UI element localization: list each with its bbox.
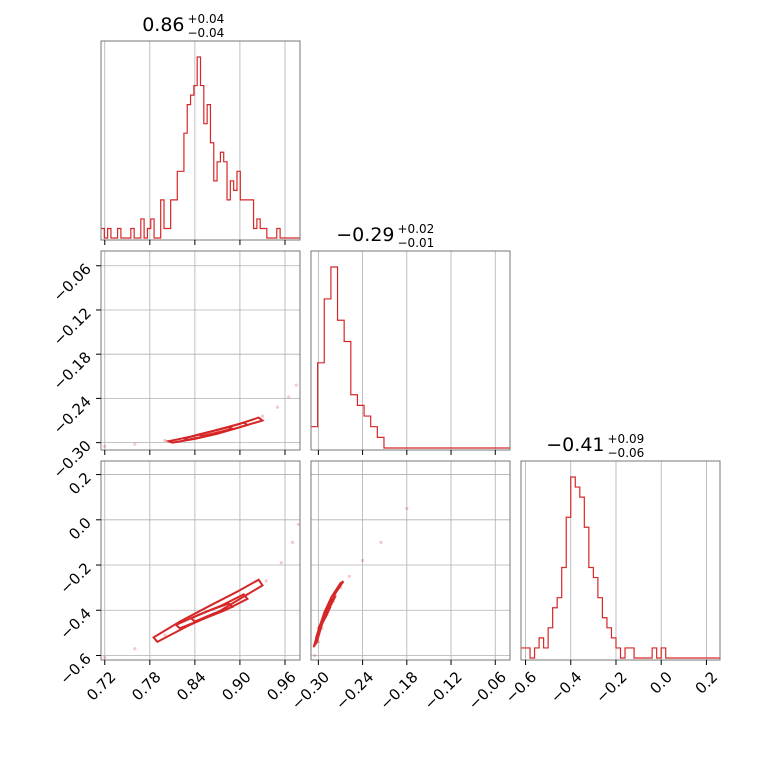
title-value: −0.41 [546,434,604,456]
scatter-point [133,442,137,446]
scatter-point [103,656,107,660]
grid-vertical [104,461,286,660]
x-tick-label: −0.24 [332,668,377,713]
scatter-point [287,395,291,399]
scatter-point [279,561,283,565]
grid-vertical [525,461,707,660]
scatter-point [347,574,351,578]
x-tick-label: 0.90 [218,668,254,704]
contour-line [317,606,332,630]
grid-vertical [317,461,496,660]
x-tick-label: 0.84 [173,668,209,704]
scatter-panel-1 [100,460,301,661]
y-tick-label: −0.12 [50,304,95,349]
scatter-points [313,506,409,658]
grid-horizontal [101,474,300,656]
title-value: −0.29 [336,224,394,246]
scatter-point [163,438,167,443]
x-tick-label: 0.72 [83,668,119,704]
x-axis-ticks [104,450,286,455]
y-axis-ticks: −0.30−0.24−0.18−0.12−0.06 [50,260,101,482]
density-contours [152,578,264,643]
scatter-point [260,414,265,418]
grid-vertical [104,41,286,240]
x-tick-label: 0.78 [128,668,164,704]
histogram-series [521,476,720,659]
scatter-point [405,506,409,511]
histogram-series [101,56,300,239]
scatter-point [163,633,167,637]
scatter-panel-0 [100,250,301,451]
y-tick-label: −0.6 [56,650,94,688]
x-tick-label: 0.2 [692,668,722,698]
grid-horizontal [101,265,300,444]
x-axis-ticks: −0.30−0.24−0.18−0.12−0.06 [288,660,510,713]
title-upper-error: +0.09 [608,432,645,446]
scatter-point [313,653,317,658]
x-tick-label: −0.12 [421,668,466,713]
scatter-point [264,579,268,583]
y-tick-label: 0.0 [65,514,95,544]
grid-horizontal [311,474,510,656]
histogram-series [311,266,510,449]
diagonal-title: 0.86 +0.04−0.04 [142,12,224,40]
x-axis-ticks [104,240,286,245]
y-axis-ticks: −0.6−0.4−0.20.00.2 [56,469,101,688]
scatter-point [296,522,301,526]
x-tick-label: −0.2 [592,668,630,706]
diagonal-title: −0.41 +0.09−0.06 [546,432,644,460]
contour-line [189,602,235,623]
x-axis-ticks: 0.72 0.78 0.84 0.90 0.96 [83,660,300,704]
y-tick-label: −0.4 [56,604,94,642]
histogram-panel-0 [100,40,301,241]
y-tick-label: −0.2 [56,559,94,597]
y-tick-label: −0.24 [50,393,95,438]
histogram-panel-1 [310,250,511,451]
contour-line [174,593,249,630]
x-tick-label: 0.0 [646,668,676,698]
x-axis-ticks: −0.6 −0.4 −0.2 0.0 0.2 [502,660,721,707]
grid-vertical [317,251,496,450]
grid-vertical [104,251,286,450]
x-tick-label: −0.18 [376,668,421,713]
x-tick-label: −0.4 [547,668,585,706]
density-contours [164,416,265,444]
x-tick-label: −0.6 [502,668,540,706]
x-axis-ticks [317,450,496,455]
x-tick-label: −0.30 [288,668,333,713]
scatter-point [133,647,137,651]
title-value: 0.86 [142,14,184,36]
title-lower-error: −0.01 [398,236,435,250]
title-lower-error: −0.06 [608,446,645,460]
scatter-point [294,383,298,387]
y-tick-label: −0.06 [50,260,95,305]
scatter-panel-2 [310,460,511,661]
scatter-point [379,540,383,545]
scatter-point [360,558,365,563]
title-upper-error: +0.04 [188,12,225,26]
scatter-points [103,522,301,660]
title-upper-error: +0.02 [398,222,435,236]
scatter-point [103,444,107,448]
scatter-point [275,405,280,409]
histogram-panel-2 [520,460,721,661]
diagonal-title: −0.29 +0.02−0.01 [336,222,434,250]
x-tick-label: −0.06 [465,668,510,713]
contour-line [195,426,236,437]
y-tick-label: −0.18 [50,348,95,393]
title-lower-error: −0.04 [188,26,225,40]
density-contours [312,580,345,648]
scatter-point [290,540,295,545]
